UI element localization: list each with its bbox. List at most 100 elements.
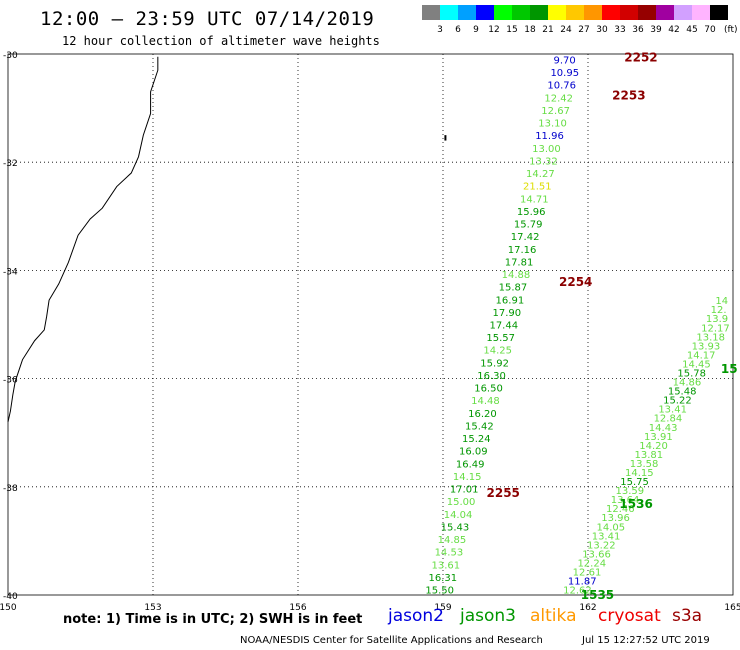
scale-label: 3 — [437, 25, 443, 35]
scale-label: 24 — [560, 25, 572, 35]
scale-swatch — [620, 5, 638, 20]
swh-value-b: 12.46 — [606, 504, 635, 515]
swh-value-b: 12.61 — [573, 568, 602, 579]
lon-tick-label: 150 — [0, 603, 17, 613]
swh-value-a: 15.42 — [465, 421, 494, 432]
generated-timestamp: Jul 15 12:27:52 UTC 2019 — [582, 635, 710, 646]
scale-swatch — [584, 5, 602, 20]
time-label: 2252 — [624, 51, 657, 65]
credit-line: NOAA/NESDIS Center for Satellite Applica… — [240, 635, 543, 646]
swh-value-a: 15.87 — [499, 283, 528, 294]
lon-tick-label: 162 — [579, 603, 596, 613]
swh-value-a: 17.16 — [508, 245, 537, 256]
swh-value-a: 13.10 — [538, 119, 567, 130]
time-label: 15 — [721, 362, 738, 376]
swh-value-b: 12.62 — [563, 586, 592, 597]
swh-value-a: 10.95 — [550, 68, 579, 79]
scale-label: 30 — [596, 25, 608, 35]
lat-tick-label: -38 — [3, 484, 18, 494]
page-title: 12:00 — 23:59 UTC 07/14/2019 — [40, 8, 375, 30]
swh-value-b: 12.17 — [701, 323, 730, 334]
swh-value-b: 14 — [715, 296, 728, 307]
swh-value-b: 12. — [711, 305, 727, 316]
swh-value-b: 15.22 — [663, 396, 692, 407]
swh-value-a: 16.09 — [459, 447, 488, 458]
swh-value-a: 17.01 — [450, 485, 479, 496]
swh-value-a: 12.67 — [541, 106, 570, 117]
swh-value-a: 13.00 — [532, 144, 561, 155]
footer-note: note: 1) Time is in UTC; 2) SWH is in fe… — [63, 612, 363, 627]
swh-value-a: 14.85 — [438, 535, 467, 546]
scale-label: 27 — [578, 25, 590, 35]
scale-label: 12 — [488, 25, 500, 35]
swh-value-b: 13.22 — [587, 540, 616, 551]
lat-tick-label: -32 — [3, 159, 18, 169]
swh-value-a: 14.48 — [471, 396, 500, 407]
swh-value-b: 12.84 — [654, 414, 683, 425]
lat-tick-label: -36 — [3, 376, 18, 386]
swh-value-a: 15.79 — [514, 220, 543, 231]
scale-swatch — [602, 5, 620, 20]
satellite-legend-item: jason3 — [460, 606, 516, 626]
time-label: 1535 — [581, 588, 614, 602]
lon-tick-label: 165 — [724, 603, 740, 613]
scale-label: 70 — [704, 25, 716, 35]
scale-swatch — [512, 5, 530, 20]
swh-value-b: 13.41 — [592, 531, 621, 542]
swh-value-a: 17.90 — [493, 308, 522, 319]
scale-swatch — [440, 5, 458, 20]
swh-value-b: 15.78 — [677, 369, 706, 380]
scale-swatch — [494, 5, 512, 20]
swh-value-b: 13.59 — [616, 486, 645, 497]
lat-tick-label: -40 — [3, 592, 18, 602]
swh-value-a: 15.24 — [462, 434, 491, 445]
satellite-legend-item: jason2 — [388, 606, 444, 626]
swh-value-a: 14.27 — [526, 169, 555, 180]
swh-value-a: 17.81 — [505, 257, 534, 268]
scale-swatch — [548, 5, 566, 20]
swh-value-a: 16.31 — [428, 573, 457, 584]
swh-value-a: 14.53 — [435, 548, 464, 559]
swh-value-b: 13.66 — [582, 549, 611, 560]
swh-value-a: 9.70 — [554, 55, 576, 66]
swh-value-b: 13.96 — [601, 513, 630, 524]
swh-value-a: 15.50 — [425, 586, 454, 597]
swh-value-a: 14.15 — [453, 472, 482, 483]
swh-value-a: 13.61 — [432, 560, 461, 571]
swh-value-a: 16.49 — [456, 459, 485, 470]
scale-label: 45 — [686, 25, 698, 35]
swh-value-b: 13.58 — [630, 459, 659, 470]
swh-value-a: 15.57 — [486, 333, 515, 344]
scale-label: 33 — [614, 25, 626, 35]
swh-value-b: 13.91 — [644, 432, 673, 443]
swh-value-a: 21.51 — [523, 182, 552, 193]
scale-label: 15 — [506, 25, 518, 35]
scale-label: 6 — [455, 25, 461, 35]
scale-swatch — [656, 5, 674, 20]
swh-value-b: 15.75 — [620, 477, 649, 488]
swh-value-b: 14.86 — [673, 378, 702, 389]
swh-value-b: 13.81 — [635, 450, 664, 461]
map-frame — [7, 53, 734, 596]
satellite-legend-item: cryosat — [598, 606, 661, 626]
scale-swatch — [458, 5, 476, 20]
scale-unit-label: (ft) — [724, 25, 738, 35]
swh-value-a: 14.25 — [483, 346, 512, 357]
scale-label: 9 — [473, 25, 479, 35]
satellite-legend-item: altika — [530, 606, 577, 626]
scale-swatch — [638, 5, 656, 20]
scale-label: 18 — [524, 25, 536, 35]
scale-swatch — [530, 5, 548, 20]
lon-tick-label: 156 — [289, 603, 306, 613]
swh-value-a: 15.00 — [447, 497, 476, 508]
swh-value-b: 14.43 — [649, 423, 678, 434]
swh-value-a: 17.42 — [511, 232, 540, 243]
swh-value-b: 14.20 — [639, 441, 668, 452]
swh-value-b: 13.93 — [692, 341, 721, 352]
swh-value-a: 11.96 — [535, 131, 564, 142]
swh-value-b: 14.17 — [687, 350, 716, 361]
swh-value-b: 14.05 — [596, 522, 625, 533]
time-label: 2253 — [612, 89, 645, 103]
swh-value-a: 17.44 — [489, 321, 518, 332]
